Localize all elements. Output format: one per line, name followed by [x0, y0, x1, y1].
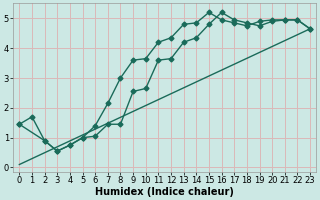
- X-axis label: Humidex (Indice chaleur): Humidex (Indice chaleur): [95, 187, 234, 197]
